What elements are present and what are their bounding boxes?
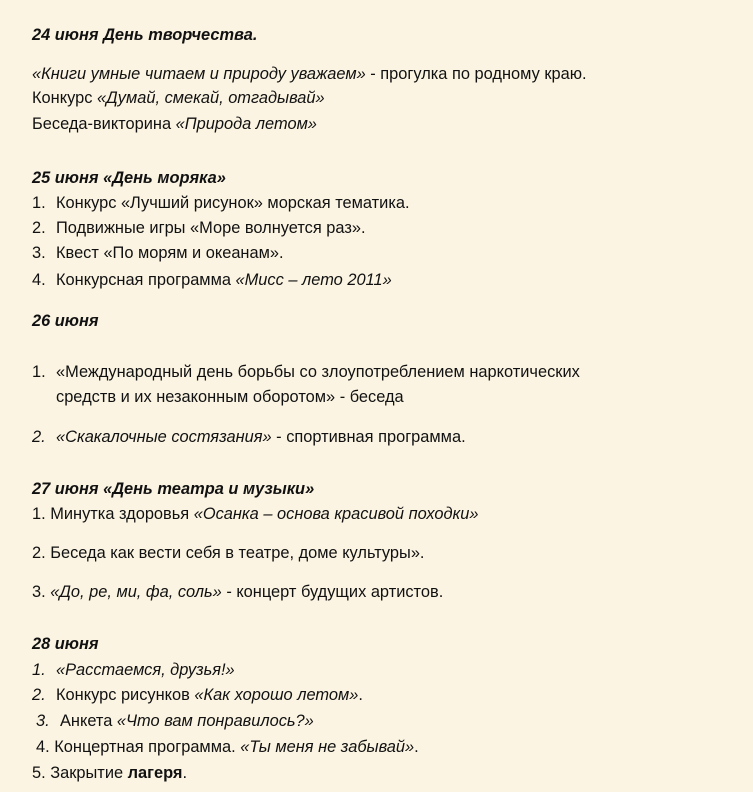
text-run: «Скакалочные состязания» [56, 428, 272, 446]
text-run: «Как хорошо летом» [194, 686, 359, 704]
text-run: Подвижные игры «Море волнуется раз». [56, 219, 366, 237]
document-line: 4. Конкурсная программа «Мисс – лето 2011… [32, 270, 392, 290]
text-run: . [182, 764, 188, 782]
text-run: 24 июня День творчества. [32, 26, 258, 44]
section-heading: 24 июня День творчества. [32, 25, 257, 45]
text-run: 25 июня «День моряка» [32, 169, 226, 187]
section-heading: 28 июня [32, 634, 99, 654]
text-run: «Ты меня не забывай» [240, 738, 415, 756]
document-line: 3. «До, ре, ми, фа, соль» - концерт буду… [32, 582, 443, 602]
text-run: 1. Минутка здоровья [32, 505, 194, 523]
section-heading: 25 июня «День моряка» [32, 168, 226, 188]
section-heading: 27 июня «День театра и музыки» [32, 479, 314, 499]
section-heading: 26 июня [32, 311, 99, 331]
text-run: «Книги умные читаем и природу уважаем» [32, 65, 366, 83]
text-run: - концерт будущих артистов. [221, 583, 444, 601]
list-number: 3. [32, 244, 46, 262]
document-line: 3. Квест «По морям и океанам». [32, 243, 284, 263]
document-line: 1. Конкурс «Лучший рисунок» морская темат… [32, 193, 410, 213]
document-line: 1. Минутка здоровья «Осанка – основа кра… [32, 504, 479, 524]
text-run: «До, ре, ми, фа, соль» [50, 583, 222, 601]
text-run: - спортивная программа. [271, 428, 466, 446]
text-run: 5. Закрытие [32, 764, 128, 782]
list-number: 1. [32, 363, 46, 381]
list-number: 2. [32, 686, 46, 704]
document-line: Беседа-викторина «Природа летом» [32, 114, 317, 134]
text-run: «Мисс – лето 2011» [235, 271, 392, 289]
text-run: «Думай, смекай, отгадывай» [96, 89, 325, 107]
text-run: Квест «По морям и океанам». [56, 244, 284, 262]
list-number: 4. [32, 271, 46, 289]
list-number: 3. [36, 712, 50, 730]
document-line: 2. Подвижные игры «Море волнуется раз». [32, 218, 366, 238]
text-run: «Международный день борьбы со злоупотреб… [56, 363, 580, 381]
document-line: 2. Беседа как вести себя в театре, доме … [32, 543, 425, 563]
document-line: «Книги умные читаем и природу уважаем» -… [32, 64, 587, 84]
document-line: 2. Конкурс рисунков «Как хорошо летом». [32, 685, 363, 705]
text-run: Беседа-викторина [32, 115, 176, 133]
document-line: средств и их незаконным оборотом» - бесе… [32, 387, 404, 407]
text-run: Конкурсная программа [56, 271, 236, 289]
list-number: 1. [32, 661, 46, 679]
text-run: 28 июня [32, 635, 99, 653]
text-run: лагеря [127, 764, 183, 782]
text-run: - прогулка по родному краю. [365, 65, 587, 83]
text-run: «Что вам понравилось?» [116, 712, 314, 730]
document-line: 5. Закрытие лагеря. [32, 763, 187, 783]
text-run: Анкета [60, 712, 117, 730]
document-line: 3. Анкета «Что вам понравилось?» [36, 711, 314, 731]
text-run: . [414, 738, 419, 756]
text-run: 3. [32, 583, 51, 601]
text-run: Конкурс «Лучший рисунок» морская тематик… [56, 194, 410, 212]
document-line: 2. «Скакалочные состязания» - спортивная … [32, 427, 466, 447]
text-run: 27 июня «День театра и музыки» [32, 480, 315, 498]
text-run: 2. Беседа как вести себя в театре, доме … [32, 544, 425, 562]
document-line: 1. «Международный день борьбы со злоупотр… [32, 362, 580, 382]
text-run: Конкурс рисунков [56, 686, 195, 704]
list-number: 2. [32, 428, 46, 446]
document-line: 1. «Расстаемся, друзья!» [32, 660, 235, 680]
list-number: 1. [32, 194, 46, 212]
text-run: «Расстаемся, друзья!» [56, 661, 235, 679]
text-run: 4. Концертная программа. [36, 738, 241, 756]
text-run: 26 июня [32, 312, 99, 330]
text-run: средств и их незаконным оборотом» - бесе… [56, 388, 404, 406]
list-number: 2. [32, 219, 46, 237]
document-line: Конкурс «Думай, смекай, отгадывай» [32, 88, 325, 108]
document-line: 4. Концертная программа. «Ты меня не заб… [36, 737, 419, 757]
text-run: «Природа летом» [175, 115, 317, 133]
text-run: . [358, 686, 363, 704]
text-run: «Осанка – основа красивой походки» [193, 505, 479, 523]
text-run: Конкурс [32, 89, 97, 107]
